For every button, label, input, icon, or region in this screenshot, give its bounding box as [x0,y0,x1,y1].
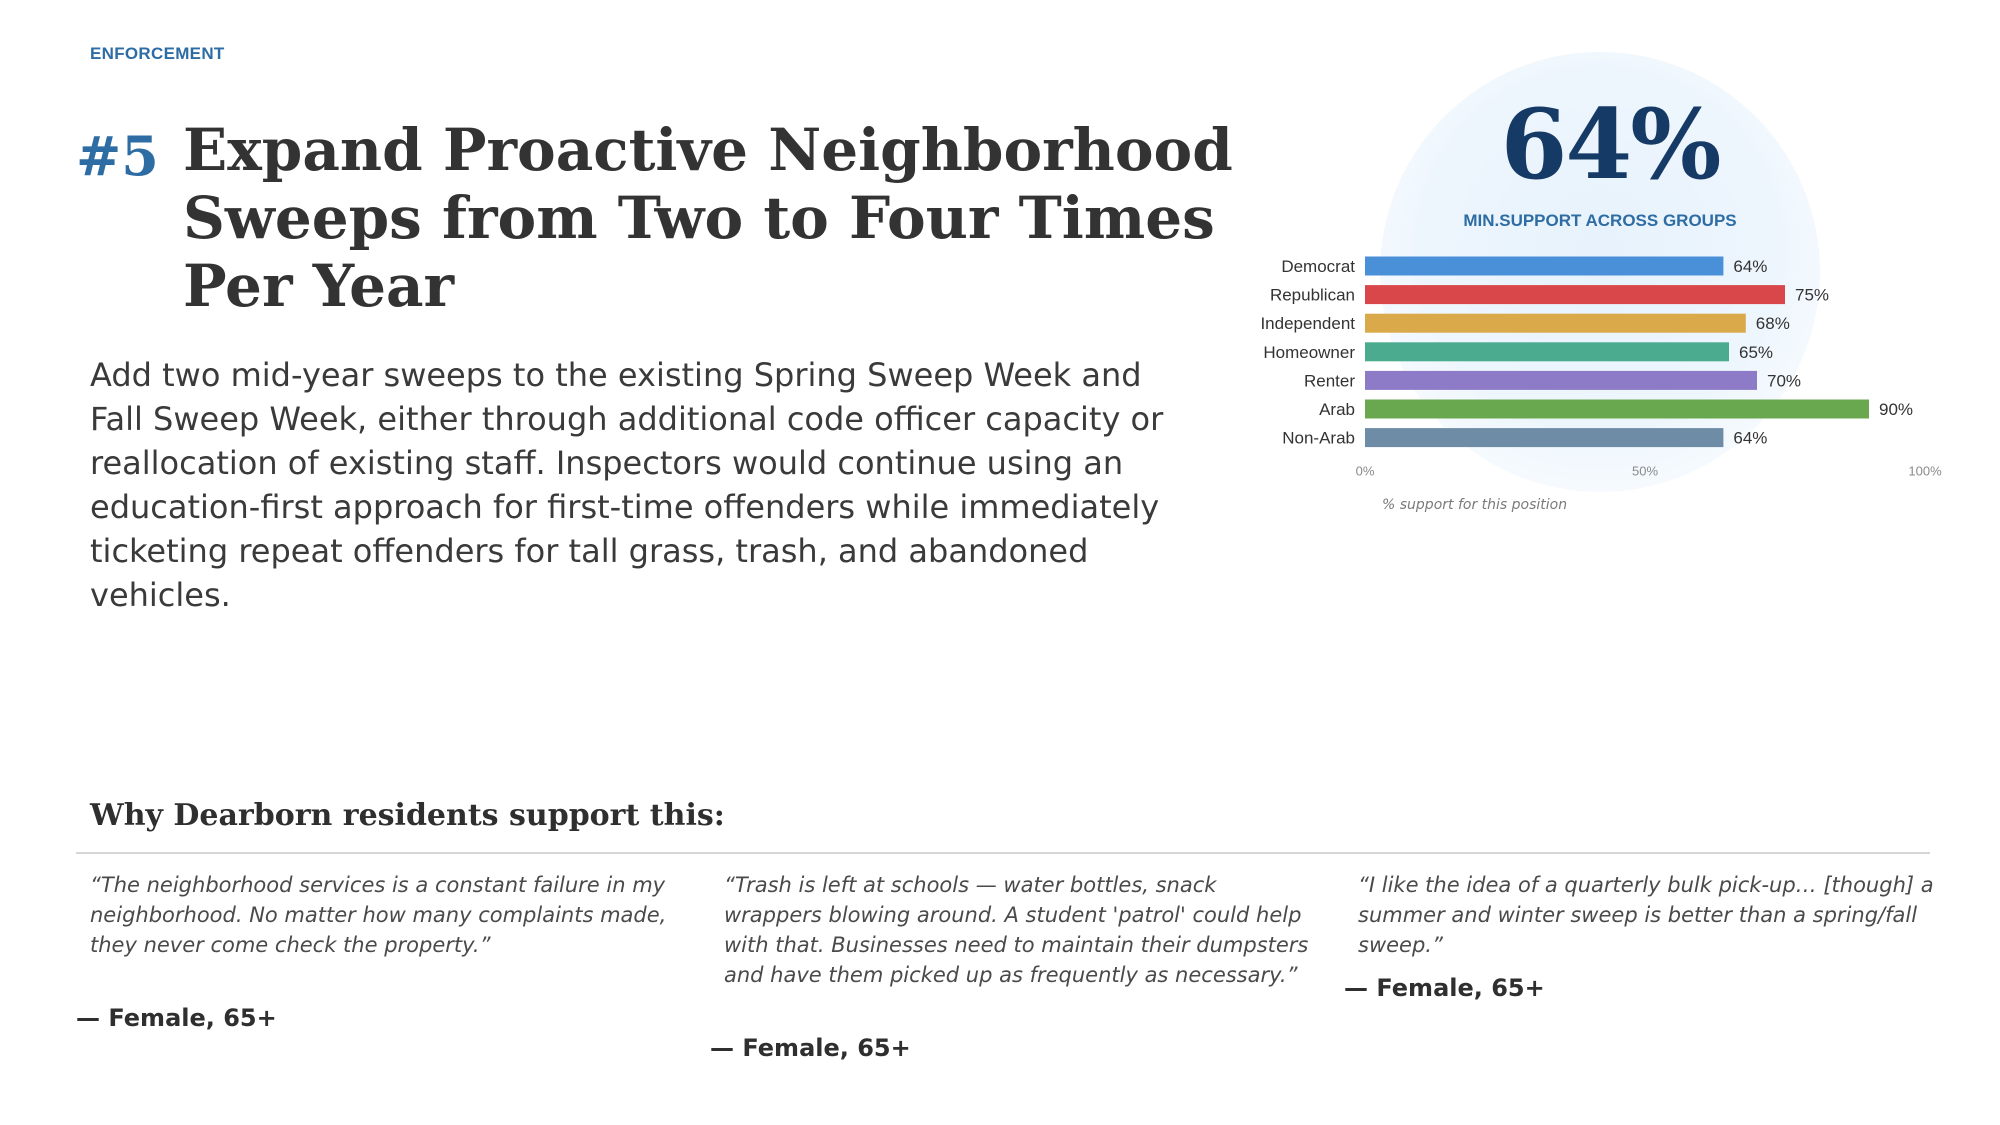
support-bar-chart: Democrat 64% Republican 75% Independent 68% Ho… [1260,256,1942,479]
value-label-0: 64% [1733,257,1767,276]
value-label-6: 64% [1733,429,1767,448]
x-tick-label-1: 50% [1632,464,1658,479]
x-tick-label-2: 100% [1908,464,1942,479]
why-heading: Why Dearborn residents support this: [90,798,725,833]
x-tick-label-0: 0% [1356,464,1375,479]
category-label-3: Homeowner [1263,343,1355,362]
quote-2-attribution: — Female, 65+ [710,1034,911,1062]
headline-stat-label: MIN.SUPPORT ACROSS GROUPS [1463,211,1737,230]
bar-2 [1365,313,1746,333]
headline-percentage: 64% [1500,88,1722,201]
section-label: ENFORCEMENT [90,44,225,63]
category-label-0: Democrat [1281,257,1355,276]
rank-number: #5 [76,124,159,188]
quote-2: “Trash is left at schools — water bottle… [724,873,1309,987]
divider [76,852,1930,854]
bar-3 [1365,342,1729,362]
quote-3: “I like the idea of a quarterly bulk pic… [1358,873,1934,957]
quote-3-attribution: — Female, 65+ [1344,974,1545,1002]
value-label-4: 70% [1767,371,1801,390]
bar-1 [1365,285,1785,305]
quote-1-attribution: — Female, 65+ [76,1004,277,1032]
bar-4 [1365,370,1757,390]
category-label-5: Arab [1319,400,1355,419]
proposal-description: Add two mid-year sweeps to the existing … [90,356,1164,614]
value-label-2: 68% [1756,314,1790,333]
category-label-2: Independent [1260,314,1355,333]
category-label-4: Renter [1304,371,1355,390]
value-label-3: 65% [1739,343,1773,362]
bar-5 [1365,399,1869,419]
quote-1: “The neighborhood services is a constant… [90,873,667,957]
chart-note: % support for this position [1382,497,1568,513]
value-label-5: 90% [1879,400,1913,419]
category-label-6: Non-Arab [1282,429,1355,448]
page-title: Expand Proactive Neighborhood Sweeps fro… [183,116,1233,320]
bar-6 [1365,428,1724,448]
category-label-1: Republican [1270,286,1355,305]
value-label-1: 75% [1795,286,1829,305]
bar-0 [1365,256,1724,276]
